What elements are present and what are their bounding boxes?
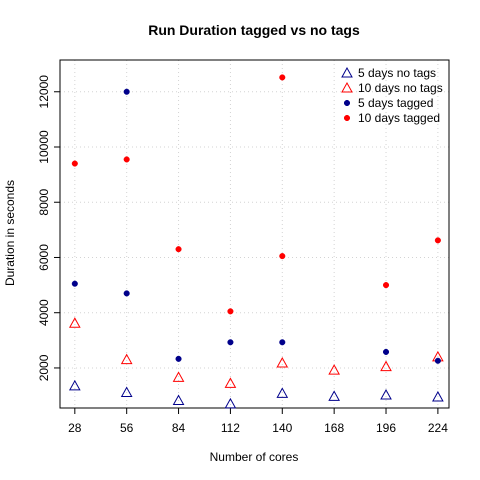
10-days-tagged-point (227, 308, 234, 315)
y-tick-label: 2000 (37, 354, 51, 381)
x-tick-label: 196 (376, 421, 396, 435)
x-tick-label: 168 (324, 421, 344, 435)
10-days-no-tags-point (172, 371, 185, 382)
10-days-tagged-point (123, 156, 130, 163)
5-days-no-tags-point (172, 394, 185, 406)
legend-marker (343, 114, 351, 122)
y-tick-label: 6000 (37, 244, 51, 271)
data-points (68, 74, 444, 409)
5-days-tagged-point (71, 280, 78, 287)
5-days-tagged-point (227, 339, 234, 346)
5-days-no-tags-point (328, 390, 341, 401)
x-tick-label: 84 (172, 421, 186, 435)
10-days-tagged-point (175, 246, 182, 253)
x-tick-label: 112 (221, 421, 240, 435)
plot-frame (59, 59, 450, 409)
y-axis-title: Duration in seconds (3, 180, 17, 286)
legend-label: 10 days no tags (358, 81, 443, 95)
10-days-no-tags-point (328, 364, 341, 375)
chart-title: Run Duration tagged vs no tags (148, 22, 360, 38)
legend-marker (341, 66, 353, 78)
10-days-tagged-point (279, 74, 286, 81)
legend-marker (341, 81, 353, 93)
y-tick-label: 10000 (37, 130, 51, 164)
5-days-tagged-point (175, 355, 182, 362)
5-days-no-tags-point (120, 386, 133, 398)
5-days-no-tags-point (432, 390, 444, 402)
5-days-no-tags-point (276, 387, 289, 398)
5-days-no-tags-point (380, 388, 392, 400)
5-days-tagged-point (123, 88, 130, 95)
x-axis-title: Number of cores (210, 450, 299, 464)
y-tick-label: 8000 (37, 189, 51, 216)
y-tick-label: 4000 (37, 299, 51, 326)
5-days-tagged-point (382, 348, 390, 355)
5-days-tagged-point (279, 339, 286, 346)
legend-label: 10 days tagged (358, 111, 440, 125)
legend-marker (343, 99, 351, 107)
x-tick-label: 224 (428, 421, 448, 435)
legend-label: 5 days no tags (358, 66, 436, 80)
x-tick-label: 28 (68, 421, 82, 435)
legend-label: 5 days tagged (358, 96, 433, 110)
y-tick-label: 12000 (37, 75, 51, 109)
5-days-no-tags-point (224, 397, 237, 409)
10-days-tagged-point (71, 160, 78, 167)
10-days-tagged-point (279, 253, 286, 260)
10-days-tagged-point (434, 237, 441, 244)
x-tick-label: 140 (272, 421, 292, 435)
5-days-tagged-point (434, 357, 441, 364)
10-days-tagged-point (382, 282, 390, 289)
10-days-no-tags-point (276, 356, 289, 368)
x-tick-label: 56 (120, 421, 134, 435)
10-days-no-tags-point (380, 360, 392, 372)
5-days-no-tags-point (68, 379, 81, 391)
axes: 28 56 84 112 140 168 196 224 2000 4000 6000 8000 100… (37, 75, 448, 435)
10-days-no-tags-point (68, 317, 81, 328)
10-days-no-tags-point (120, 353, 133, 365)
5-days-tagged-point (123, 290, 130, 297)
10-days-no-tags-point (224, 377, 237, 388)
